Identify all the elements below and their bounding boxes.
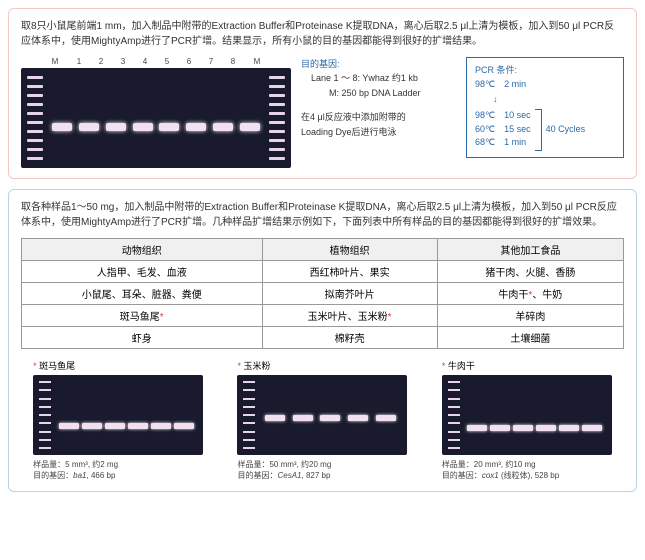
pcr-conditions-box: PCR 条件: 98℃ 2 min ↓ 98℃ 10 sec60℃ 15 sec… xyxy=(466,57,624,158)
mini-ladder xyxy=(243,381,255,449)
star-icon: * xyxy=(528,290,532,301)
mini-gel-row: * 斑马鱼尾样品量：5 mm³, 约2 mg目的基因：ba1, 466 bp* … xyxy=(21,359,624,481)
pcr-initial: 98℃ 2 min xyxy=(475,78,615,92)
lane-label: M xyxy=(42,57,68,66)
pcr-arrow: ↓ xyxy=(493,93,615,107)
table-cell: 虾身 xyxy=(22,327,263,349)
intro-text-2: 取各种样品1～50 mg，加入制品中附带的Extraction Buffer和P… xyxy=(21,200,624,230)
lane-label: 6 xyxy=(178,57,200,66)
pcr-title: PCR 条件: xyxy=(475,64,615,78)
pcr-step: 60℃ 15 sec xyxy=(475,123,531,137)
lane-label: 4 xyxy=(134,57,156,66)
mini-gel-block: * 玉米粉样品量：50 mm³, 约20 mg目的基因：CesA1, 827 b… xyxy=(237,359,407,481)
star-icon: * xyxy=(160,312,164,323)
loading-desc: 在4 μl反应液中添加附带的 Loading Dye后进行电泳 xyxy=(301,110,456,139)
ladder-left xyxy=(27,76,43,160)
lane-label: 1 xyxy=(68,57,90,66)
table-row: 小鼠尾、耳朵、脏器、粪便拟南芥叶片牛肉干*、牛奶 xyxy=(22,283,624,305)
table-cell: 牛肉干*、牛奶 xyxy=(437,283,623,305)
mini-bands xyxy=(466,425,604,431)
table-row: 人指甲、毛发、血液西红柿叶片、果实猪干肉、火腿、香肠 xyxy=(22,261,624,283)
gel1-info: 目的基因: Lane 1 ～ 8: Ywhaz 约1 kb M: 250 bp … xyxy=(301,57,456,139)
lane-desc: Lane 1 ～ 8: Ywhaz 约1 kb xyxy=(301,71,456,85)
table-body: 人指甲、毛发、血液西红柿叶片、果实猪干肉、火腿、香肠小鼠尾、耳朵、脏器、粪便拟南… xyxy=(22,261,624,349)
mini-bands xyxy=(261,415,399,421)
pcr-steps: 98℃ 10 sec60℃ 15 sec68℃ 1 min xyxy=(475,109,531,150)
gel-image-1 xyxy=(21,68,291,168)
table-cell: 西红柿叶片、果实 xyxy=(262,261,437,283)
star-icon: * xyxy=(33,361,39,371)
table-header: 其他加工食品 xyxy=(437,239,623,261)
mini-gel-caption: 样品量：50 mm³, 约20 mg目的基因：CesA1, 827 bp xyxy=(237,459,331,481)
lane-label: 2 xyxy=(90,57,112,66)
mini-bands xyxy=(57,423,195,429)
pcr-cycles: 40 Cycles xyxy=(546,123,586,137)
pcr-bracket xyxy=(535,109,542,151)
mini-gel-title: * 牛肉干 xyxy=(442,359,475,372)
table-cell: 拟南芥叶片 xyxy=(262,283,437,305)
table-cell: 人指甲、毛发、血液 xyxy=(22,261,263,283)
mini-ladder xyxy=(448,381,460,449)
mini-ladder xyxy=(39,381,51,449)
pcr-step: 68℃ 1 min xyxy=(475,136,531,150)
panel1-row: M12345678M 目的基因: Lane 1 ～ 8: Ywhaz 约1 kb… xyxy=(21,57,624,168)
star-icon: * xyxy=(237,361,243,371)
mini-gel-caption: 样品量：20 mm³, 约10 mg目的基因：cox1 (线粒体), 528 b… xyxy=(442,459,559,481)
gel1-bands xyxy=(49,123,263,131)
table-cell: 斑马鱼尾* xyxy=(22,305,263,327)
table-cell: 小鼠尾、耳朵、脏器、粪便 xyxy=(22,283,263,305)
table-cell: 棉籽壳 xyxy=(262,327,437,349)
pcr-step: 98℃ 10 sec xyxy=(475,109,531,123)
target-label: 目的基因: xyxy=(301,57,456,71)
table-cell: 土壤细菌 xyxy=(437,327,623,349)
lane-labels: M12345678M xyxy=(42,57,270,66)
pcr-cycle-wrap: 98℃ 10 sec60℃ 15 sec68℃ 1 min 40 Cycles xyxy=(475,109,615,151)
table-row: 斑马鱼尾*玉米叶片、玉米粉*羊碎肉 xyxy=(22,305,624,327)
table-cell: 玉米叶片、玉米粉* xyxy=(262,305,437,327)
mini-gel-block: * 牛肉干样品量：20 mm³, 约10 mg目的基因：cox1 (线粒体), … xyxy=(442,359,612,481)
table-cell: 猪干肉、火腿、香肠 xyxy=(437,261,623,283)
lane-label: 8 xyxy=(222,57,244,66)
tissue-table: 动物组织植物组织其他加工食品 人指甲、毛发、血液西红柿叶片、果实猪干肉、火腿、香… xyxy=(21,238,624,349)
lane-label: 3 xyxy=(112,57,134,66)
intro-text-1: 取8只小鼠尾前端1 mm，加入制品中附带的Extraction Buffer和P… xyxy=(21,19,624,49)
table-row: 虾身棉籽壳土壤细菌 xyxy=(22,327,624,349)
table-cell: 羊碎肉 xyxy=(437,305,623,327)
lane-label: 5 xyxy=(156,57,178,66)
panel-various-samples: 取各种样品1～50 mg，加入制品中附带的Extraction Buffer和P… xyxy=(8,189,637,492)
table-header-row: 动物组织植物组织其他加工食品 xyxy=(22,239,624,261)
mini-gel-image xyxy=(237,375,407,455)
marker-desc: M: 250 bp DNA Ladder xyxy=(301,86,456,100)
star-icon: * xyxy=(388,312,392,323)
table-header: 动物组织 xyxy=(22,239,263,261)
mini-gel-caption: 样品量：5 mm³, 约2 mg目的基因：ba1, 466 bp xyxy=(33,459,118,481)
mini-gel-title: * 斑马鱼尾 xyxy=(33,359,75,372)
mini-gel-image xyxy=(33,375,203,455)
mini-gel-block: * 斑马鱼尾样品量：5 mm³, 约2 mg目的基因：ba1, 466 bp xyxy=(33,359,203,481)
gel1-wrap: M12345678M xyxy=(21,57,291,168)
panel-mouse-tail: 取8只小鼠尾前端1 mm，加入制品中附带的Extraction Buffer和P… xyxy=(8,8,637,179)
ladder-right xyxy=(269,76,285,160)
lane-label: 7 xyxy=(200,57,222,66)
table-header: 植物组织 xyxy=(262,239,437,261)
lane-label: M xyxy=(244,57,270,66)
star-icon: * xyxy=(442,361,448,371)
mini-gel-image xyxy=(442,375,612,455)
mini-gel-title: * 玉米粉 xyxy=(237,359,270,372)
